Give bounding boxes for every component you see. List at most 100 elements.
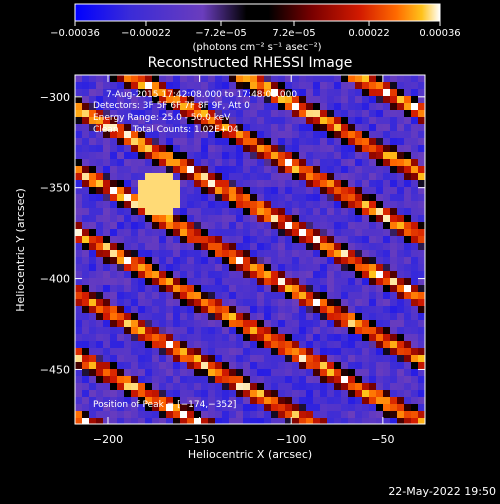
heatmap-cell [264, 313, 271, 320]
heatmap-cell [285, 103, 292, 110]
heatmap-cell [152, 208, 159, 215]
heatmap-cell [383, 264, 390, 271]
heatmap-cell [306, 411, 313, 418]
heatmap-cell [75, 320, 82, 327]
heatmap-cell [103, 418, 110, 424]
heatmap-cell [243, 362, 250, 369]
heatmap-cell [327, 355, 334, 362]
heatmap-cell [187, 411, 194, 418]
heatmap-cell [187, 96, 194, 103]
heatmap-cell [264, 271, 271, 278]
heatmap-cell [138, 131, 145, 138]
heatmap-cell [152, 320, 159, 327]
heatmap-cell [334, 236, 341, 243]
heatmap-cell [110, 89, 117, 96]
heatmap-cell [264, 229, 271, 236]
heatmap-cell [376, 383, 383, 390]
heatmap-cell [110, 110, 117, 117]
heatmap-cell [194, 201, 201, 208]
heatmap-cell [257, 201, 264, 208]
heatmap-cell [208, 208, 215, 215]
heatmap-cell [243, 313, 250, 320]
heatmap-cell [334, 159, 341, 166]
heatmap-cell [334, 103, 341, 110]
heatmap-cell [145, 264, 152, 271]
heatmap-cell [355, 75, 362, 82]
heatmap-cell [159, 418, 166, 424]
heatmap-cell [285, 236, 292, 243]
heatmap-cell [292, 222, 299, 229]
heatmap-cell [75, 257, 82, 264]
heatmap-cell [257, 313, 264, 320]
heatmap-cell [89, 159, 96, 166]
heatmap-cell [159, 159, 166, 166]
heatmap-cell [362, 152, 369, 159]
heatmap-cell [355, 194, 362, 201]
heatmap-cell [411, 201, 418, 208]
heatmap-cell [397, 166, 404, 173]
heatmap-cell [362, 103, 369, 110]
heatmap-cell [110, 243, 117, 250]
heatmap-cell [110, 418, 117, 424]
heatmap-cell [131, 397, 138, 404]
heatmap-cell [124, 313, 131, 320]
heatmap-cell [131, 208, 138, 215]
heatmap-cell [180, 411, 187, 418]
heatmap-cell [187, 348, 194, 355]
heatmap-cell [313, 208, 320, 215]
heatmap-cell [383, 152, 390, 159]
heatmap-cell [194, 292, 201, 299]
heatmap-cell [243, 243, 250, 250]
heatmap-cell [320, 271, 327, 278]
heatmap-cell [404, 390, 411, 397]
heatmap-cell [362, 250, 369, 257]
heatmap-cell [229, 327, 236, 334]
heatmap-cell [285, 208, 292, 215]
heatmap-cell [229, 299, 236, 306]
heatmap-cell [180, 383, 187, 390]
heatmap-cell [222, 250, 229, 257]
heatmap-cell [383, 229, 390, 236]
heatmap-cell [411, 229, 418, 236]
heatmap-cell [236, 96, 243, 103]
heatmap-cell [348, 320, 355, 327]
heatmap-cell [264, 215, 271, 222]
heatmap-cell [173, 166, 180, 173]
heatmap-cell [341, 124, 348, 131]
heatmap-cell [117, 313, 124, 320]
heatmap-cell [334, 376, 341, 383]
heatmap-cell [187, 257, 194, 264]
heatmap-cell [166, 257, 173, 264]
heatmap-cell [362, 362, 369, 369]
heatmap-cell [383, 180, 390, 187]
heatmap-cell [383, 327, 390, 334]
heatmap-cell [138, 250, 145, 257]
heatmap-cell [222, 222, 229, 229]
heatmap-cell [257, 404, 264, 411]
heatmap-cell [348, 180, 355, 187]
heatmap-cell [75, 390, 82, 397]
heatmap-cell [138, 362, 145, 369]
heatmap-cell [131, 292, 138, 299]
heatmap-cell [292, 208, 299, 215]
heatmap-cell [257, 341, 264, 348]
heatmap-cell [362, 180, 369, 187]
heatmap-cell [285, 278, 292, 285]
heatmap-cell [383, 82, 390, 89]
heatmap-cell [348, 187, 355, 194]
heatmap-cell [194, 355, 201, 362]
heatmap-cell [222, 75, 229, 82]
heatmap-cell [131, 194, 138, 201]
heatmap-cell [264, 243, 271, 250]
heatmap-cell [159, 82, 166, 89]
heatmap-cell [411, 404, 418, 411]
heatmap-cell [404, 180, 411, 187]
heatmap-cell [194, 348, 201, 355]
heatmap-cell [138, 180, 145, 187]
heatmap-cell [103, 215, 110, 222]
heatmap-cell [418, 89, 425, 96]
heatmap-cell [194, 166, 201, 173]
heatmap-cell [201, 243, 208, 250]
heatmap-cell [278, 82, 285, 89]
heatmap-cell [348, 159, 355, 166]
